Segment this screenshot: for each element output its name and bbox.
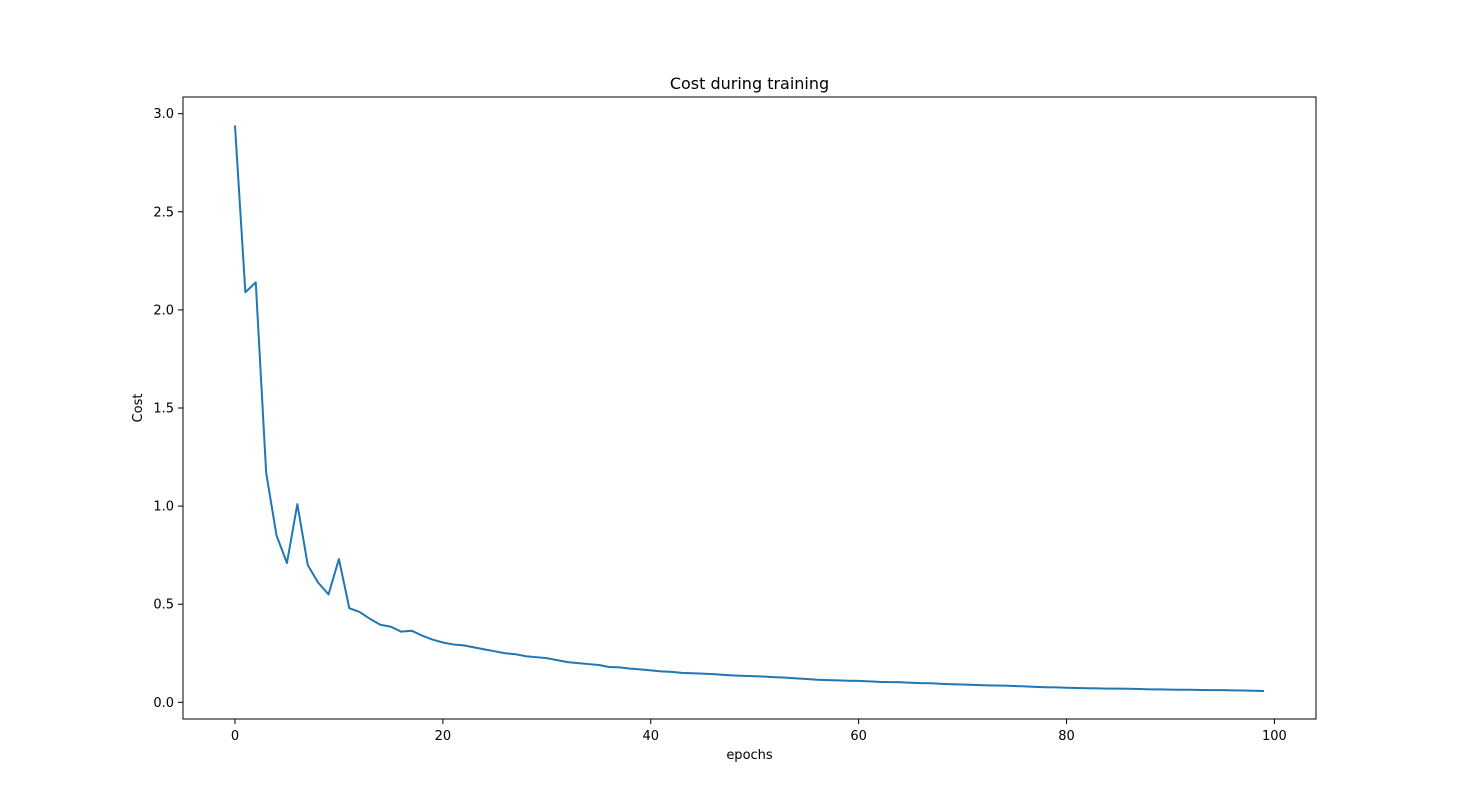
- axes-frame: [182, 96, 1317, 720]
- plot-area: [233, 125, 1265, 692]
- y-axis-label: Cost: [131, 394, 146, 423]
- x-tick-label: 0: [231, 729, 239, 744]
- y-tick-label: 2.0: [153, 303, 174, 318]
- y-tick-label: 3.0: [153, 107, 174, 122]
- x-axis-label: epochs: [726, 748, 773, 763]
- y-tick-label: 2.5: [153, 205, 174, 220]
- y-tick-label: 1.5: [153, 402, 174, 417]
- series-line: [233, 125, 1265, 692]
- x-tick-label: 80: [1058, 729, 1075, 744]
- x-tick-label: 20: [435, 729, 452, 744]
- x-tick-label: 60: [850, 729, 867, 744]
- y-tick-label: 1.0: [153, 500, 174, 515]
- chart-title: Cost during training: [670, 74, 829, 93]
- x-axis: 0 20 40 60 80 100: [231, 719, 1287, 744]
- y-tick-label: 0.5: [153, 598, 174, 613]
- x-tick-label: 40: [642, 729, 659, 744]
- x-tick-label: 100: [1262, 729, 1287, 744]
- y-tick-label: 0.0: [153, 696, 174, 711]
- y-axis: 0.0 0.5 1.0 1.5 2.0 2.5 3.0: [153, 107, 183, 711]
